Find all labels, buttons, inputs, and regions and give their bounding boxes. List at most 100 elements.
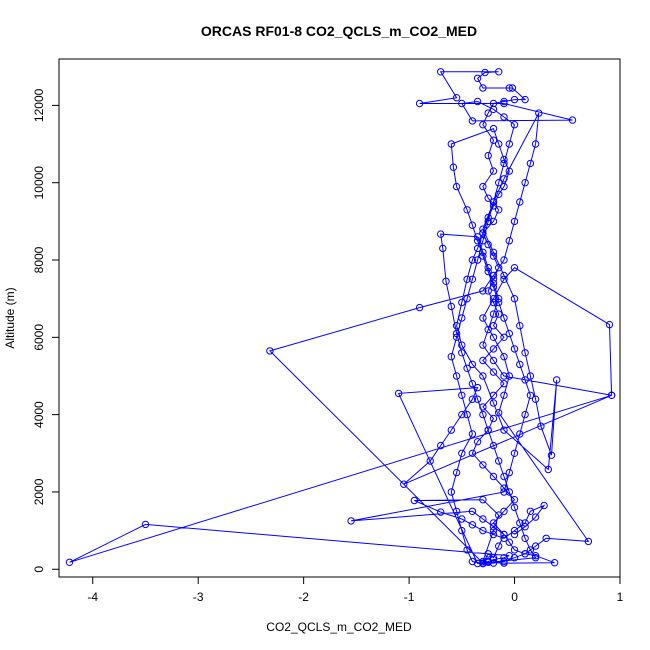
data-point — [505, 329, 513, 338]
data-point — [500, 155, 508, 164]
data-point — [500, 314, 508, 322]
data-point — [473, 237, 482, 245]
data-point — [468, 380, 477, 388]
data-point — [526, 507, 535, 515]
data-point — [458, 515, 466, 523]
data-point — [550, 559, 559, 567]
data-point — [500, 182, 508, 191]
data-point — [521, 410, 529, 419]
data-point — [479, 121, 487, 129]
data-point — [489, 441, 498, 450]
y-tick-label: 6000 — [32, 324, 46, 351]
data-point — [473, 233, 482, 241]
data-point — [489, 298, 498, 307]
data-point — [458, 314, 466, 322]
data-point — [500, 113, 508, 121]
data-point — [521, 519, 529, 527]
data-point — [510, 345, 519, 353]
data-point — [458, 449, 466, 457]
data-point — [484, 213, 492, 222]
data-point — [510, 449, 519, 457]
data-point — [489, 248, 498, 257]
data-point — [489, 167, 498, 175]
data-point — [452, 468, 461, 477]
data-point — [479, 229, 487, 237]
data-point — [479, 248, 487, 257]
data-point — [489, 554, 498, 562]
data-point — [521, 95, 529, 104]
data-point — [473, 395, 482, 403]
data-point — [489, 530, 498, 539]
data-point — [437, 441, 445, 450]
data-point — [452, 329, 461, 338]
data-point — [510, 496, 519, 504]
data-point — [489, 271, 498, 280]
data-point — [415, 303, 424, 312]
data-point — [463, 295, 471, 303]
data-point — [500, 380, 508, 388]
data-point — [452, 182, 461, 191]
data-point — [447, 302, 455, 311]
x-tick-label: 0 — [511, 590, 518, 604]
data-point — [484, 426, 492, 434]
data-point — [531, 395, 540, 403]
data-point — [505, 237, 513, 245]
data-point — [537, 422, 545, 430]
data-point — [489, 391, 498, 399]
data-point — [516, 430, 524, 438]
data-point — [510, 264, 519, 272]
data-point — [489, 526, 498, 535]
data-point — [489, 295, 498, 303]
x-axis: -4 -3 -2 -1 0 1 — [87, 576, 624, 604]
data-point — [495, 457, 503, 465]
data-point — [489, 333, 498, 341]
data-point — [458, 410, 466, 419]
data-point — [442, 277, 450, 285]
data-point — [489, 202, 498, 210]
y-tick-label: 2000 — [32, 478, 46, 505]
data-point — [500, 333, 508, 341]
data-point — [479, 182, 487, 191]
data-point — [510, 95, 519, 104]
data-point — [447, 353, 455, 361]
data-point — [510, 121, 519, 129]
data-point — [468, 430, 477, 438]
data-point — [479, 314, 487, 322]
data-point — [510, 295, 519, 303]
data-point — [505, 552, 513, 560]
data-point — [489, 279, 498, 287]
data-point — [531, 542, 540, 550]
data-point — [394, 389, 403, 398]
y-axis-label: Altitude (m) — [3, 287, 17, 348]
y-axis: 0 2000 4000 6000 8000 10000 12000 — [32, 88, 60, 573]
data-point — [410, 496, 419, 505]
data-point — [544, 465, 552, 474]
data-point — [495, 298, 503, 307]
data-point — [489, 322, 498, 330]
data-point — [426, 457, 434, 465]
data-point — [468, 395, 477, 403]
data-point — [484, 151, 492, 160]
data-point — [468, 360, 477, 369]
data-point — [489, 523, 498, 531]
y-tick-label: 10000 — [32, 166, 46, 200]
data-point — [495, 409, 503, 417]
data-point — [437, 68, 445, 76]
y-tick-label: 12000 — [32, 88, 46, 122]
data-point — [479, 403, 487, 411]
x-axis-label: CO2_QCLS_m_CO2_MED — [266, 620, 412, 634]
x-tick-label: -2 — [298, 590, 309, 604]
data-point — [489, 368, 498, 376]
data-point — [526, 159, 535, 168]
data-point — [452, 94, 461, 102]
data-point — [489, 105, 498, 114]
data-point — [500, 97, 508, 106]
data-point — [479, 84, 487, 92]
data-point — [141, 520, 150, 529]
data-point — [526, 546, 535, 554]
data-point — [479, 237, 487, 245]
data-point — [481, 68, 489, 77]
data-point — [468, 507, 477, 515]
data-point — [484, 558, 492, 566]
data-point — [458, 349, 466, 357]
